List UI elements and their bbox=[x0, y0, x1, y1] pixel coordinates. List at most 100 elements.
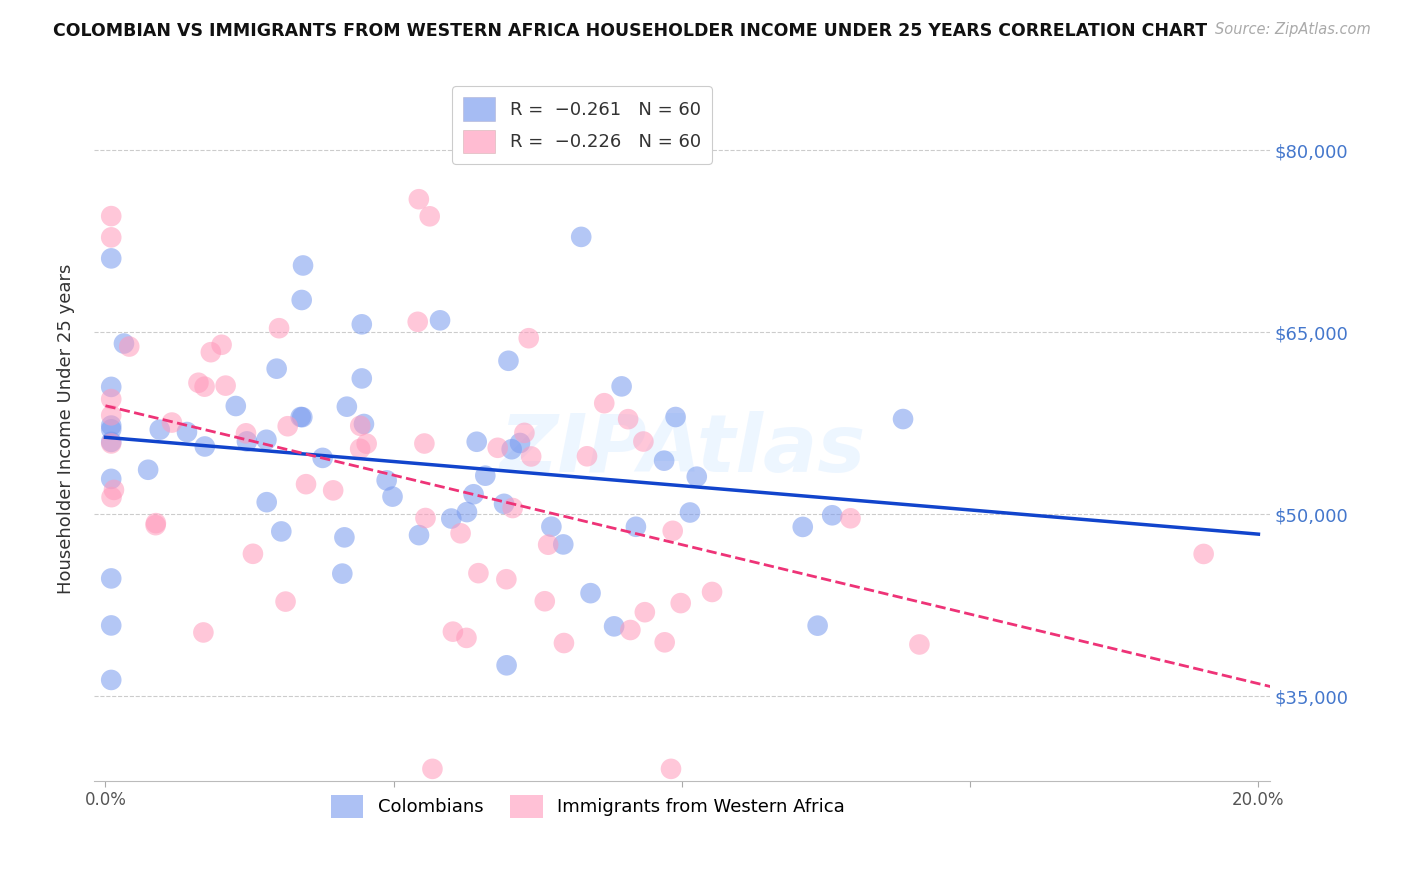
Point bbox=[569, 230, 592, 244]
Point bbox=[112, 336, 135, 351]
Point bbox=[408, 528, 430, 542]
Point bbox=[194, 440, 217, 454]
Point bbox=[463, 487, 485, 501]
Point bbox=[311, 450, 333, 465]
Point bbox=[579, 586, 602, 600]
Point bbox=[807, 618, 830, 632]
Point bbox=[242, 547, 264, 561]
Point bbox=[659, 762, 682, 776]
Point bbox=[495, 572, 517, 586]
Point bbox=[235, 426, 257, 441]
Point bbox=[266, 361, 288, 376]
Point bbox=[381, 490, 404, 504]
Point bbox=[322, 483, 344, 498]
Point bbox=[145, 516, 167, 530]
Point bbox=[495, 658, 517, 673]
Point bbox=[330, 566, 353, 581]
Point bbox=[520, 450, 543, 464]
Point bbox=[277, 419, 299, 434]
Point bbox=[103, 483, 125, 497]
Point bbox=[839, 511, 862, 525]
Point bbox=[100, 490, 122, 504]
Point bbox=[465, 434, 488, 449]
Point bbox=[908, 638, 931, 652]
Point bbox=[624, 520, 647, 534]
Point bbox=[553, 636, 575, 650]
Point bbox=[100, 230, 122, 244]
Point bbox=[349, 418, 371, 433]
Point bbox=[100, 571, 122, 585]
Point bbox=[593, 396, 616, 410]
Point bbox=[100, 409, 122, 423]
Point bbox=[353, 417, 375, 431]
Point bbox=[669, 596, 692, 610]
Point bbox=[610, 379, 633, 393]
Point bbox=[537, 538, 560, 552]
Point bbox=[349, 442, 371, 456]
Point bbox=[501, 442, 523, 457]
Point bbox=[211, 338, 233, 352]
Point bbox=[700, 585, 723, 599]
Point bbox=[100, 392, 122, 406]
Point bbox=[891, 412, 914, 426]
Point bbox=[617, 412, 640, 426]
Y-axis label: Householder Income Under 25 years: Householder Income Under 25 years bbox=[58, 264, 75, 594]
Point bbox=[492, 497, 515, 511]
Point bbox=[118, 339, 141, 353]
Point bbox=[661, 524, 683, 538]
Point bbox=[533, 594, 555, 608]
Point bbox=[160, 416, 183, 430]
Point bbox=[149, 423, 172, 437]
Point bbox=[350, 371, 373, 385]
Point bbox=[686, 469, 709, 483]
Point bbox=[100, 209, 122, 223]
Point bbox=[356, 436, 378, 450]
Point bbox=[350, 318, 373, 332]
Point bbox=[415, 511, 437, 525]
Point bbox=[413, 436, 436, 450]
Point bbox=[603, 619, 626, 633]
Point bbox=[336, 400, 359, 414]
Point bbox=[441, 624, 464, 639]
Point bbox=[502, 501, 524, 516]
Point bbox=[270, 524, 292, 539]
Point bbox=[652, 453, 675, 467]
Point bbox=[292, 259, 315, 273]
Point bbox=[517, 331, 540, 345]
Point bbox=[214, 378, 236, 392]
Point bbox=[1192, 547, 1215, 561]
Point bbox=[440, 511, 463, 525]
Point bbox=[486, 441, 509, 455]
Legend: Colombians, Immigrants from Western Africa: Colombians, Immigrants from Western Afri… bbox=[323, 789, 852, 825]
Point bbox=[145, 518, 167, 533]
Point bbox=[100, 380, 122, 394]
Point bbox=[375, 474, 398, 488]
Point bbox=[267, 321, 290, 335]
Text: Source: ZipAtlas.com: Source: ZipAtlas.com bbox=[1215, 22, 1371, 37]
Point bbox=[136, 463, 159, 477]
Point bbox=[100, 436, 122, 450]
Point bbox=[274, 594, 297, 608]
Point bbox=[295, 477, 318, 491]
Point bbox=[540, 519, 562, 533]
Point bbox=[633, 434, 655, 449]
Point bbox=[429, 313, 451, 327]
Point bbox=[333, 530, 356, 544]
Point bbox=[256, 495, 278, 509]
Point bbox=[509, 436, 531, 450]
Point bbox=[100, 434, 122, 449]
Point bbox=[290, 409, 312, 424]
Point bbox=[408, 192, 430, 206]
Point bbox=[291, 293, 314, 307]
Point bbox=[498, 353, 520, 368]
Point bbox=[634, 605, 657, 619]
Point bbox=[654, 635, 676, 649]
Point bbox=[456, 631, 478, 645]
Point bbox=[176, 425, 198, 439]
Text: COLOMBIAN VS IMMIGRANTS FROM WESTERN AFRICA HOUSEHOLDER INCOME UNDER 25 YEARS CO: COLOMBIAN VS IMMIGRANTS FROM WESTERN AFR… bbox=[53, 22, 1208, 40]
Point bbox=[450, 526, 472, 541]
Point bbox=[100, 252, 122, 266]
Point bbox=[679, 506, 702, 520]
Point bbox=[513, 425, 536, 440]
Point bbox=[422, 762, 444, 776]
